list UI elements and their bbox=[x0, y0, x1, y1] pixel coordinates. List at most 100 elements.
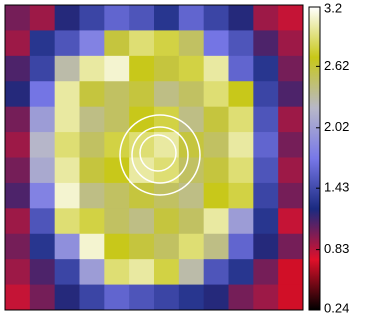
cell bbox=[104, 259, 130, 286]
cell bbox=[79, 233, 105, 260]
cell bbox=[228, 30, 254, 57]
cell bbox=[253, 157, 279, 184]
cell bbox=[129, 30, 155, 57]
cell bbox=[79, 5, 105, 31]
cell bbox=[79, 30, 105, 57]
cell bbox=[154, 30, 180, 57]
cell bbox=[79, 284, 105, 311]
cell bbox=[178, 233, 205, 260]
cell bbox=[5, 157, 31, 184]
cell bbox=[29, 284, 56, 311]
cell bbox=[104, 55, 130, 82]
cell bbox=[29, 182, 56, 209]
cell bbox=[29, 106, 56, 133]
cell bbox=[278, 157, 304, 184]
cell bbox=[79, 81, 105, 108]
contours bbox=[119, 114, 201, 196]
cell bbox=[203, 284, 229, 311]
cell bbox=[253, 55, 279, 82]
cell bbox=[154, 182, 180, 209]
cell bbox=[228, 157, 254, 184]
cell bbox=[154, 259, 180, 286]
cell bbox=[278, 233, 304, 260]
cell bbox=[104, 182, 130, 209]
cell bbox=[104, 132, 130, 158]
cell bbox=[54, 106, 80, 133]
cell bbox=[29, 30, 56, 57]
cell bbox=[228, 106, 254, 133]
cell bbox=[79, 55, 105, 82]
cell bbox=[278, 55, 304, 82]
cell bbox=[278, 208, 304, 235]
cell bbox=[5, 233, 31, 260]
cell bbox=[29, 259, 56, 286]
cell bbox=[54, 259, 80, 286]
cell bbox=[54, 208, 80, 235]
cell bbox=[154, 5, 180, 31]
cell bbox=[129, 5, 155, 31]
cell bbox=[203, 55, 229, 82]
cell bbox=[178, 182, 205, 209]
cell bbox=[79, 208, 105, 235]
cell bbox=[104, 157, 130, 184]
cell bbox=[228, 55, 254, 82]
cell bbox=[129, 182, 155, 209]
cell bbox=[278, 106, 304, 133]
cell bbox=[253, 259, 279, 286]
cell bbox=[54, 5, 80, 31]
cell bbox=[104, 106, 130, 133]
cell bbox=[178, 5, 205, 31]
cell bbox=[5, 284, 31, 311]
cell bbox=[154, 55, 180, 82]
cell bbox=[54, 157, 80, 184]
cell bbox=[54, 81, 80, 108]
cell bbox=[129, 233, 155, 260]
cell bbox=[5, 5, 31, 31]
cell bbox=[79, 132, 105, 158]
cell bbox=[154, 233, 180, 260]
cell bbox=[5, 208, 31, 235]
cell bbox=[104, 5, 130, 31]
cell bbox=[203, 208, 229, 235]
cell bbox=[253, 233, 279, 260]
cell bbox=[228, 81, 254, 108]
cell bbox=[253, 106, 279, 133]
cell bbox=[253, 30, 279, 57]
contour bbox=[139, 134, 177, 172]
cell bbox=[178, 81, 205, 108]
cell bbox=[104, 30, 130, 57]
cell bbox=[29, 233, 56, 260]
map bbox=[5, 5, 304, 311]
cell bbox=[5, 106, 31, 133]
cell bbox=[29, 55, 56, 82]
cell bbox=[278, 132, 304, 158]
cell bbox=[5, 55, 31, 82]
cell bbox=[54, 132, 80, 158]
colorbar bbox=[308, 6, 321, 311]
cell bbox=[154, 284, 180, 311]
cell bbox=[278, 5, 304, 31]
cell bbox=[253, 284, 279, 311]
cell bbox=[253, 5, 279, 31]
cell bbox=[5, 182, 31, 209]
cell bbox=[178, 106, 205, 133]
cell bbox=[203, 106, 229, 133]
cell bbox=[178, 284, 205, 311]
cell bbox=[228, 132, 254, 158]
cell bbox=[203, 81, 229, 108]
cell bbox=[278, 259, 304, 286]
cell bbox=[79, 259, 105, 286]
cell bbox=[253, 81, 279, 108]
contour bbox=[131, 126, 189, 184]
cell bbox=[228, 5, 254, 31]
cell bbox=[228, 233, 254, 260]
cell bbox=[54, 233, 80, 260]
cell bbox=[278, 284, 304, 311]
cell bbox=[253, 132, 279, 158]
cell bbox=[278, 30, 304, 57]
cell bbox=[228, 182, 254, 209]
cell bbox=[203, 5, 229, 31]
colorbar-tick-label: 1.43 bbox=[324, 180, 349, 195]
cell bbox=[129, 55, 155, 82]
